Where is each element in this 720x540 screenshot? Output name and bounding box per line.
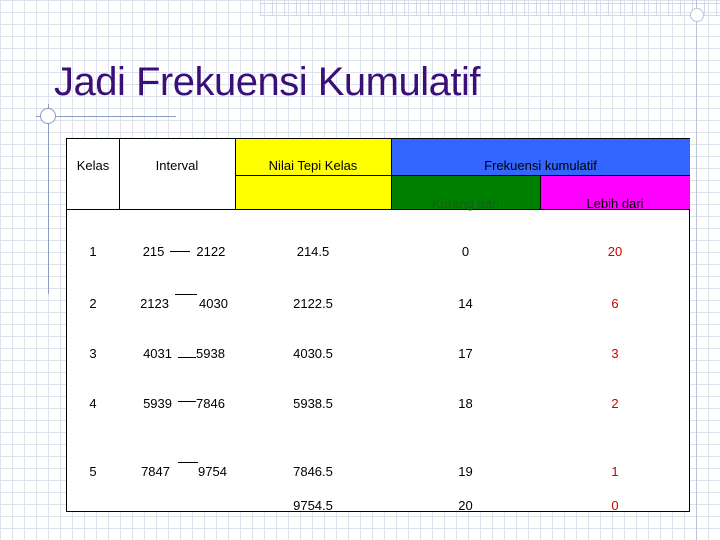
- row-1-interval: 215 2122: [119, 239, 249, 263]
- row-3-lebih: 3: [611, 345, 619, 361]
- interval-dash: [178, 400, 196, 402]
- last-row-tepi: 9754.5: [293, 497, 333, 513]
- row-3-kelas: 3: [89, 345, 97, 361]
- frequency-table: Kelas Interval Nilai Tepi Kelas Frekuens…: [66, 138, 690, 513]
- interval-dash: [175, 293, 197, 295]
- right-decor-circle: [690, 8, 704, 22]
- row-4-interval: 5939 7846: [119, 391, 249, 415]
- header-kurang-dari: Kurang dari: [431, 195, 500, 211]
- row-2-kelas: 2: [89, 295, 97, 311]
- interval-dash: [178, 356, 196, 358]
- header-kelas: Kelas: [76, 157, 110, 173]
- header-frekuensi-kumulatif: Frekuensi kumulatif: [484, 157, 597, 173]
- title-rule-ring: [40, 108, 56, 124]
- row-2-lebih: 6: [611, 295, 619, 311]
- row-4-tepi: 5938.5: [293, 395, 333, 411]
- row-5-interval: 7847 9754: [119, 459, 249, 483]
- header-interval: Interval: [155, 157, 199, 173]
- right-decor-line: [696, 0, 697, 540]
- row-4-interval-high: 7846: [196, 395, 225, 411]
- row-3-interval: 4031 5938: [119, 341, 249, 365]
- row-2-interval-high: 4030: [199, 295, 228, 311]
- row-2-interval: 2123 4030: [119, 291, 249, 315]
- header-bg-frekuensi: [391, 139, 690, 175]
- row-4-interval-low: 5939: [143, 395, 172, 411]
- grid-line: [235, 175, 690, 176]
- row-2-tepi: 2122.5: [293, 295, 333, 311]
- row-1-kurang: 0: [461, 243, 470, 259]
- grid-line: [67, 209, 689, 210]
- interval-dash: [178, 461, 198, 463]
- row-4-kelas: 4: [89, 395, 97, 411]
- grid-line: [391, 139, 392, 209]
- title-rule-horizontal: [36, 116, 176, 117]
- header-bg-lebih-dari: [540, 175, 690, 209]
- row-1-lebih: 20: [607, 243, 623, 259]
- interval-dash: [170, 250, 191, 252]
- header-bg-kurang-dari: [391, 175, 540, 209]
- row-5-interval-high: 9754: [198, 463, 227, 479]
- row-1-interval-low: 215: [142, 243, 165, 259]
- row-3-interval-high: 5938: [196, 345, 225, 361]
- grid-line: [119, 139, 120, 209]
- grid-line: [235, 139, 236, 209]
- row-2-interval-low: 2123: [140, 295, 169, 311]
- row-1-interval-high: 2122: [196, 243, 226, 259]
- row-5-lebih: 1: [611, 463, 619, 479]
- row-5-tepi: 7846.5: [293, 463, 333, 479]
- row-4-kurang: 18: [458, 395, 473, 411]
- row-5-interval-low: 7847: [141, 463, 170, 479]
- row-3-tepi: 4030.5: [293, 345, 333, 361]
- row-4-lebih: 2: [611, 395, 619, 411]
- row-1-kelas: 1: [89, 243, 97, 259]
- header-bg-nilai-tepi: [235, 139, 391, 209]
- slide-title: Jadi Frekuensi Kumulatif: [54, 60, 480, 104]
- row-3-kurang: 17: [458, 345, 473, 361]
- corner-grid-decoration: [260, 0, 720, 16]
- header-lebih-dari: Lebih dari: [586, 195, 644, 211]
- header-nilai-tepi: Nilai Tepi Kelas: [268, 157, 358, 173]
- row-2-kurang: 14: [458, 295, 473, 311]
- row-5-kurang: 19: [458, 463, 473, 479]
- row-3-interval-low: 4031: [143, 345, 172, 361]
- row-5-kelas: 5: [89, 463, 97, 479]
- last-row-lebih: 0: [611, 497, 619, 513]
- title-rule-vertical: [48, 104, 49, 294]
- grid-line: [540, 175, 541, 209]
- row-1-tepi: 214.5: [296, 243, 330, 259]
- last-row-kurang: 20: [458, 497, 473, 513]
